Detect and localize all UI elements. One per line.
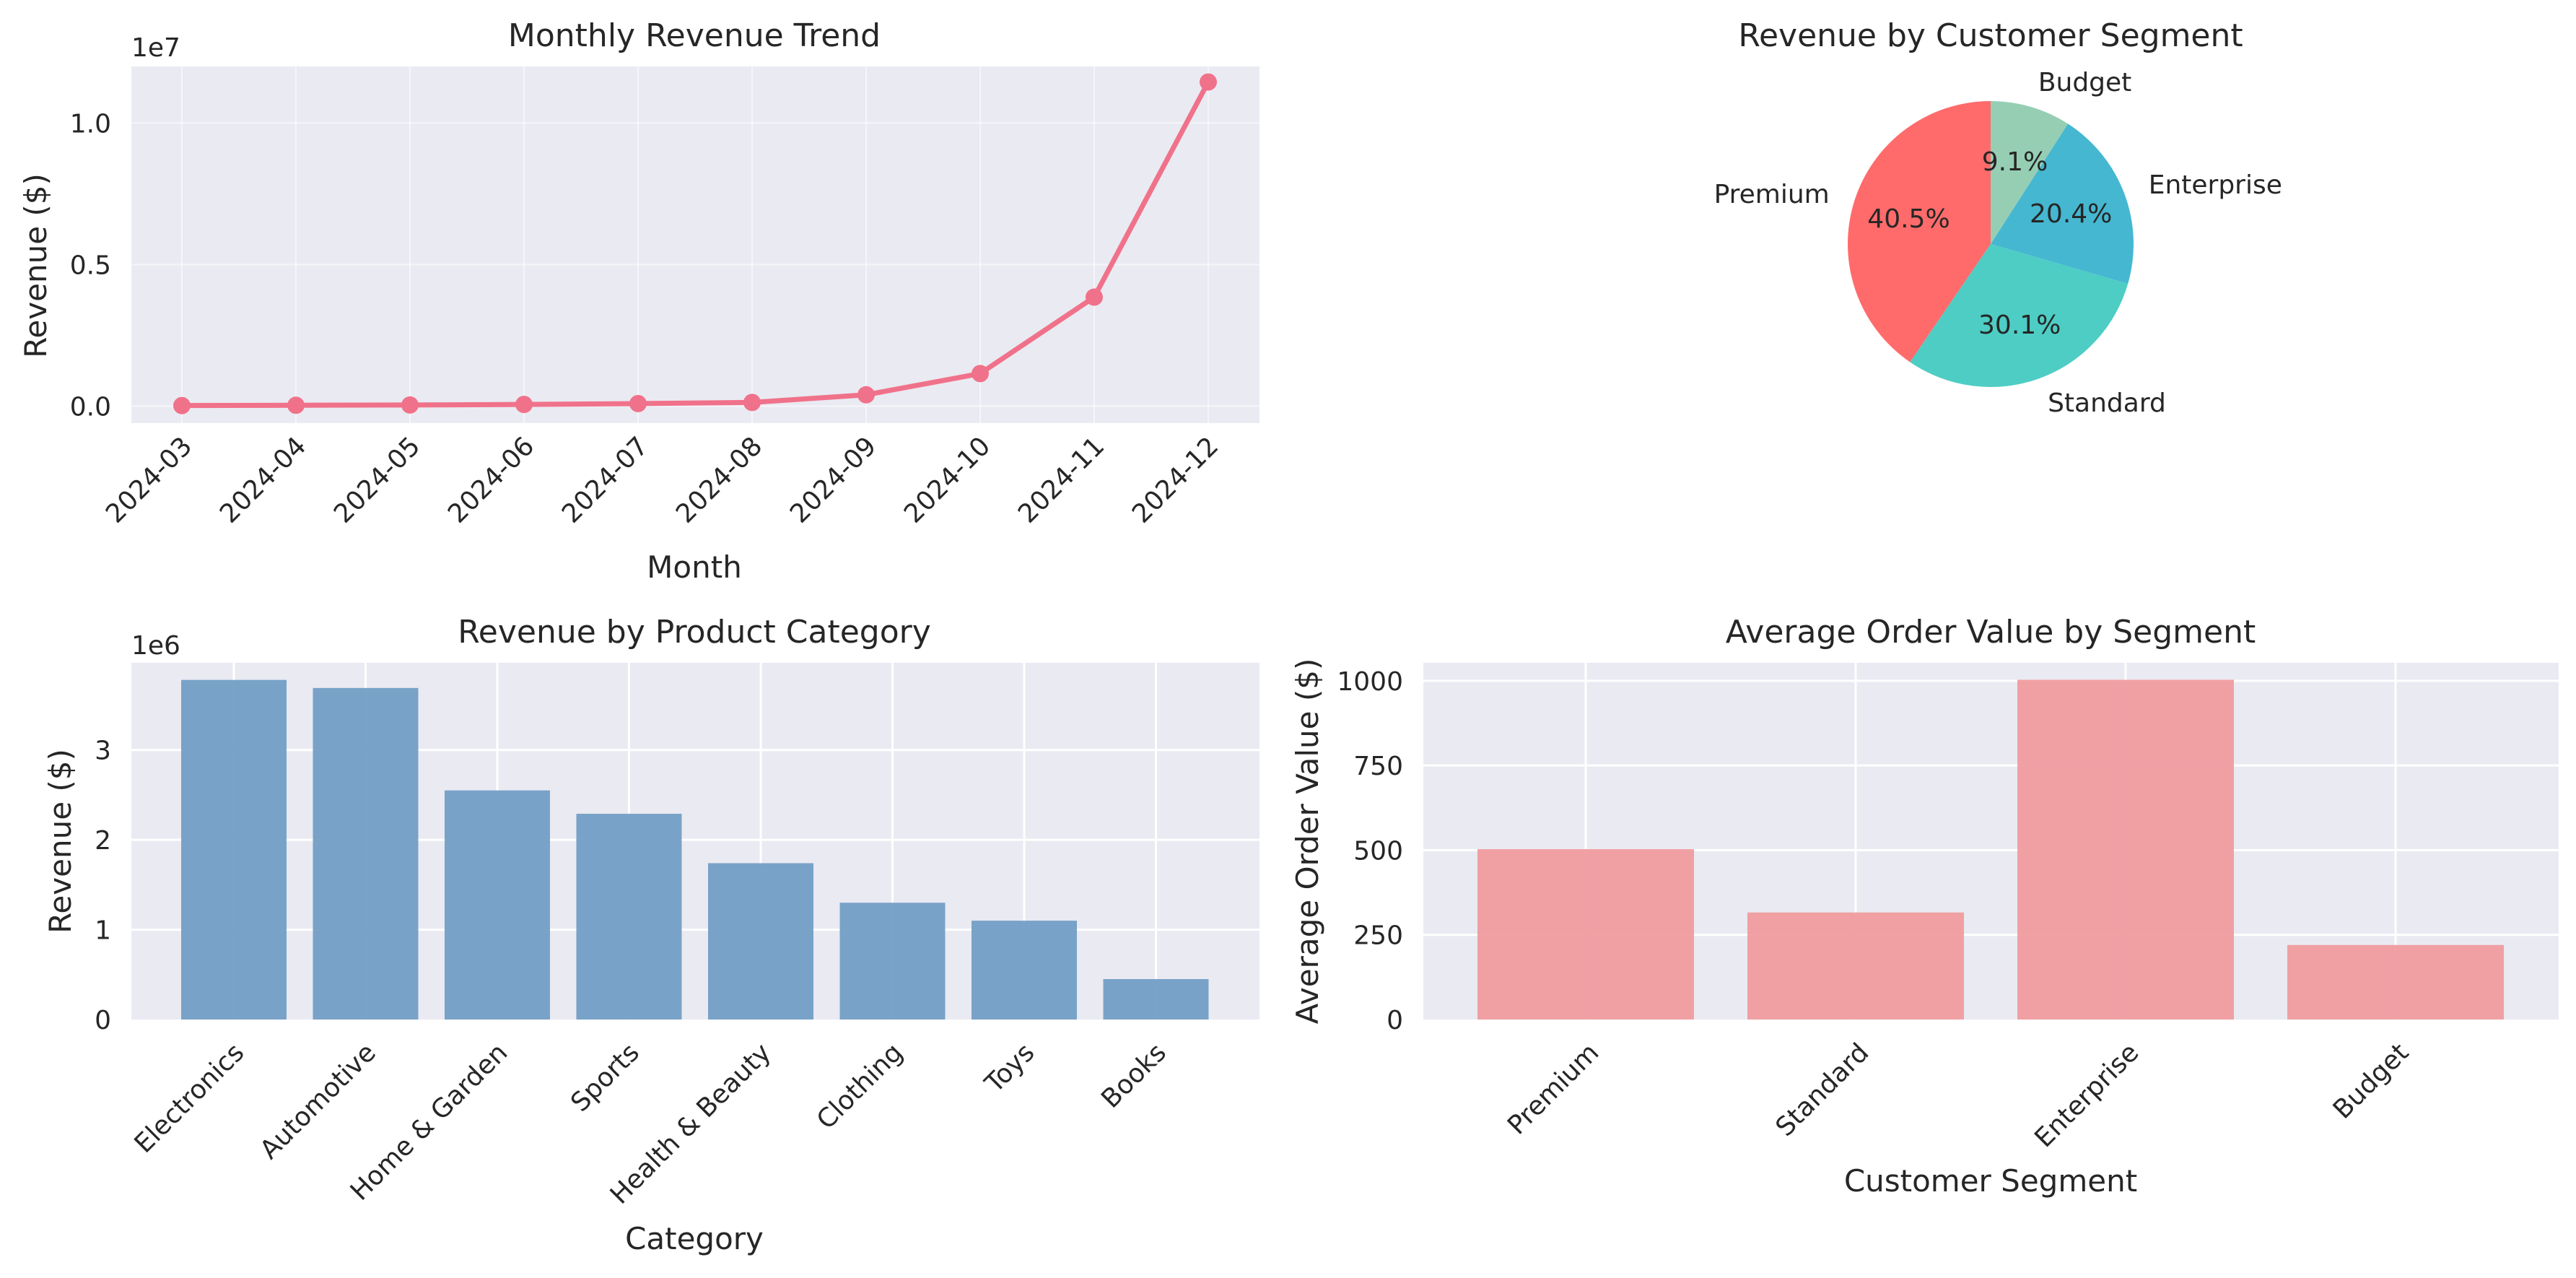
bar [1477, 849, 1694, 1020]
x-tick-label: Electronics [129, 1038, 250, 1159]
bar [445, 790, 550, 1020]
slice-percent: 40.5% [1867, 204, 1950, 234]
slice-label: Standard [2048, 388, 2166, 418]
x-axis-label: Category [625, 1221, 764, 1256]
data-point [173, 396, 191, 414]
y-tick-label: 1000 [1337, 667, 1403, 697]
bar [2017, 679, 2234, 1020]
slice-label: Budget [2038, 68, 2131, 97]
product-category-chart: Revenue by Product Category Category Rev… [43, 614, 1259, 1256]
x-tick-label: Clothing [811, 1038, 909, 1135]
x-tick-label: 2024-06 [442, 431, 540, 529]
slice-label: Premium [1714, 180, 1830, 209]
y-tick-label: 3 [95, 736, 111, 766]
slice-percent: 30.1% [1978, 310, 2061, 340]
y-tick-label: 0 [1387, 1006, 1403, 1035]
x-tick-label: 2024-12 [1127, 431, 1224, 529]
plot-area [131, 66, 1259, 423]
x-tick-label: 2024-05 [328, 431, 426, 529]
x-tick-label: 2024-03 [100, 431, 198, 529]
chart-title: Monthly Revenue Trend [508, 17, 881, 54]
x-tick-label: Enterprise [2029, 1038, 2144, 1153]
bar [1103, 979, 1209, 1020]
chart-title: Revenue by Product Category [458, 614, 931, 651]
bar [313, 687, 419, 1020]
y-tick-label: 250 [1353, 921, 1403, 951]
y-axis-label: Revenue ($) [43, 749, 78, 934]
x-tick-label: 2024-04 [214, 431, 312, 529]
bar [1747, 912, 1964, 1020]
pie-slice [1991, 123, 2134, 284]
slice-percent: 20.4% [2030, 199, 2112, 229]
data-point [287, 396, 305, 414]
y-axis-label: Average Order Value ($) [1290, 658, 1325, 1025]
y-tick-label: 750 [1353, 752, 1403, 781]
x-tick-label: Budget [2328, 1038, 2415, 1125]
x-axis-label: Customer Segment [1844, 1163, 2137, 1199]
y-offset-label: 1e7 [131, 33, 180, 63]
y-tick-label: 500 [1353, 836, 1403, 866]
y-tick-label: 1 [95, 916, 111, 946]
pie-slice [1848, 101, 1991, 362]
y-tick-label: 0.5 [70, 251, 111, 280]
y-tick-label: 1.0 [70, 109, 111, 139]
y-tick-label: 0.0 [70, 392, 111, 422]
data-point [972, 365, 989, 383]
y-tick-label: 2 [95, 826, 111, 856]
x-tick-label: Automotive [255, 1038, 382, 1165]
chart-title: Average Order Value by Segment [1726, 614, 2256, 651]
bar [839, 903, 946, 1020]
x-tick-label: 2024-11 [1013, 431, 1110, 529]
data-point [515, 396, 533, 414]
bar [181, 679, 287, 1020]
avg-order-value-chart: Average Order Value by Segment Customer … [1290, 614, 2559, 1199]
pie-slice [1910, 244, 2129, 387]
y-tick-label: 0 [95, 1006, 111, 1035]
y-offset-label: 1e6 [131, 631, 180, 661]
y-axis-label: Revenue ($) [18, 173, 53, 358]
plot-area [131, 663, 1259, 1020]
pie-slice [1991, 101, 2069, 244]
slice-percent: 9.1% [1982, 147, 2048, 177]
data-point [743, 394, 761, 412]
bar [2287, 944, 2504, 1020]
data-point [401, 396, 419, 414]
bar [576, 814, 682, 1020]
x-tick-label: 2024-09 [785, 431, 882, 529]
x-tick-label: 2024-10 [899, 431, 996, 529]
chart-title: Revenue by Customer Segment [1738, 17, 2243, 54]
x-tick-label: Books [1096, 1038, 1172, 1114]
x-tick-label: Toys [979, 1038, 1041, 1099]
customer-segment-pie: Revenue by Customer Segment Premium 40.5%… [1714, 17, 2282, 418]
x-tick-label: Premium [1502, 1038, 1604, 1140]
monthly-revenue-chart: Monthly Revenue Trend Month Revenue ($) … [18, 17, 1259, 585]
data-point [1200, 73, 1217, 91]
x-tick-label: 2024-08 [671, 431, 768, 529]
bar [972, 921, 1077, 1020]
data-point [629, 394, 647, 412]
x-tick-label: Standard [1771, 1038, 1875, 1142]
slice-label: Enterprise [2149, 170, 2282, 200]
data-point [857, 386, 875, 404]
data-point [1086, 288, 1103, 306]
x-tick-label: 2024-07 [556, 431, 654, 529]
x-tick-label: Sports [565, 1038, 645, 1118]
revenue-line [181, 80, 1211, 409]
bar [708, 863, 813, 1020]
x-axis-label: Month [647, 549, 742, 585]
